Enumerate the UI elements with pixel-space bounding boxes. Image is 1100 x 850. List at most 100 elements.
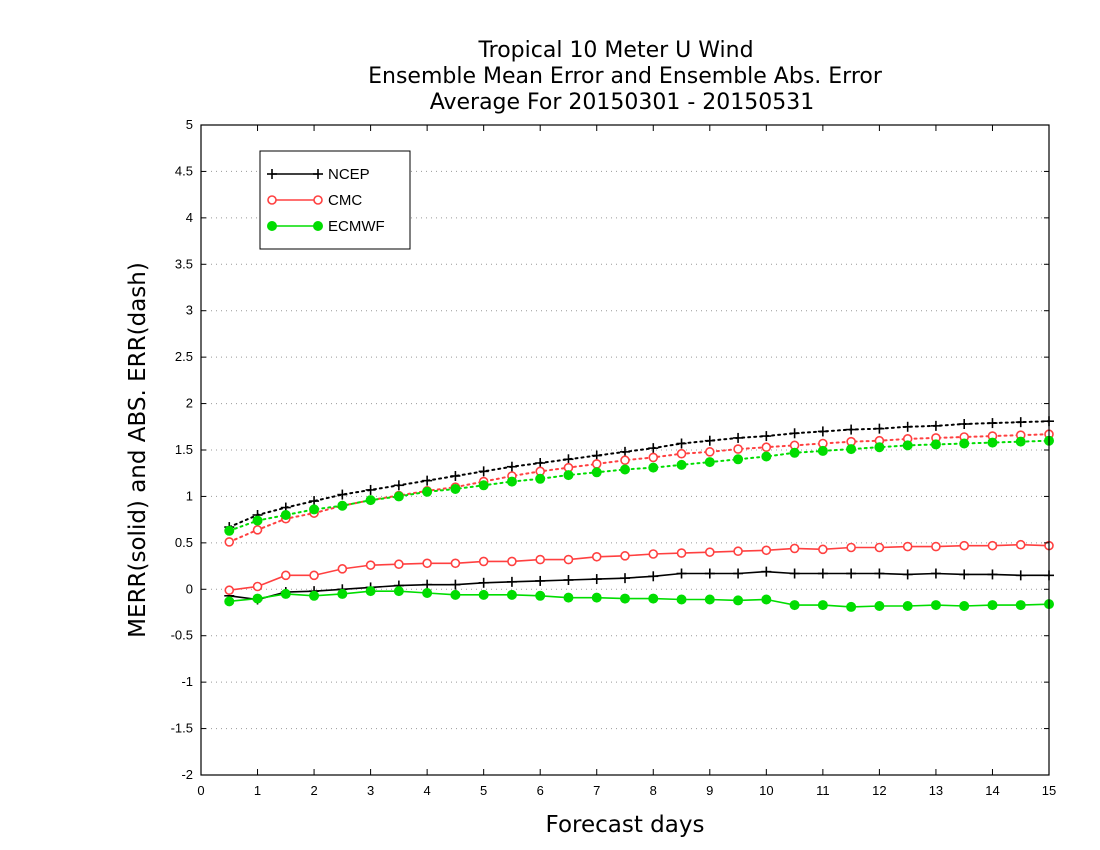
point-ecmwf-abs-err: [959, 438, 970, 449]
point-ncep-abs-err: [817, 426, 828, 437]
point-ecmwf-merr: [902, 601, 913, 611]
y-tick-label: 1.5: [175, 442, 193, 457]
point-cmc-merr: [365, 560, 376, 570]
point-cmc-abs-err: [761, 442, 772, 453]
point-ecmwf-merr: [450, 589, 461, 600]
point-ncep-abs-err: [337, 489, 348, 500]
y-tick-label: 0: [186, 581, 193, 596]
chart-title-line-2: Ensemble Mean Error and Ensemble Abs. Er…: [368, 64, 883, 89]
point-cmc-merr: [620, 551, 630, 561]
legend-marker-ecmwf: [267, 221, 277, 231]
point-ecmwf-merr: [733, 595, 744, 606]
point-ncep-merr: [1015, 570, 1026, 581]
point-ecmwf-merr: [959, 601, 970, 611]
point-ecmwf-abs-err: [337, 500, 348, 511]
point-ecmwf-merr: [422, 588, 433, 598]
point-ncep-merr: [563, 575, 574, 585]
legend-label-cmc: CMC: [328, 192, 362, 209]
point-ncep-abs-err: [535, 458, 546, 468]
y-tick-label: 3: [186, 303, 193, 318]
point-ncep-abs-err: [704, 435, 715, 446]
chart-title-line-3: Average For 20150301 - 20150531: [430, 90, 815, 115]
x-tick-label: 5: [480, 783, 487, 798]
point-cmc-merr: [591, 551, 602, 562]
y-tick-label: 0.5: [175, 535, 193, 550]
point-ecmwf-merr: [704, 594, 715, 605]
point-cmc-merr: [507, 556, 517, 567]
x-tick-label: 9: [706, 783, 713, 798]
point-ncep-abs-err: [846, 424, 857, 435]
x-tick-label: 0: [197, 783, 204, 798]
legend: NCEP CMC ECMWF: [259, 150, 411, 250]
point-cmc-merr: [478, 556, 489, 567]
point-ncep-merr: [987, 569, 998, 580]
axis-ticks: -2-1.5-1-0.500.511.522.533.544.550 1 2 3 4 5 6…: [171, 117, 1057, 798]
series-layer: [224, 416, 1054, 612]
y-tick-label: 4.5: [175, 163, 193, 178]
x-tick-label: 14: [985, 783, 999, 798]
point-ecmwf-abs-err: [422, 486, 433, 497]
point-cmc-abs-err: [224, 537, 235, 547]
legend-item-cmc: CMC: [267, 192, 362, 209]
line-cmc-merr: [229, 543, 1050, 592]
point-cmc-merr: [1015, 539, 1026, 550]
y-tick-label: 1: [186, 488, 193, 503]
point-ncep-abs-err: [959, 419, 970, 429]
point-ecmwf-abs-err: [704, 457, 715, 468]
point-cmc-merr: [309, 570, 319, 581]
y-tick-label: -1: [181, 674, 193, 689]
point-ncep-merr: [959, 569, 970, 580]
point-cmc-abs-err: [676, 448, 687, 459]
point-cmc-merr: [224, 585, 235, 596]
point-ecmwf-merr: [365, 586, 376, 597]
point-ncep-abs-err: [733, 432, 744, 443]
point-cmc-merr: [337, 564, 348, 574]
point-cmc-merr: [902, 541, 913, 552]
legend-marker-ncep: [313, 169, 323, 179]
point-ncep-abs-err: [563, 454, 574, 465]
point-ecmwf-abs-err: [930, 439, 941, 450]
point-ecmwf-abs-err: [761, 451, 772, 462]
point-ecmwf-merr: [393, 586, 404, 597]
point-cmc-merr: [959, 540, 970, 551]
legend-marker-cmc: [267, 195, 277, 205]
point-ecmwf-merr: [676, 594, 687, 605]
x-tick-label: 8: [650, 783, 657, 798]
point-ecmwf-abs-err: [224, 525, 235, 536]
point-cmc-merr: [535, 554, 546, 565]
point-ecmwf-abs-err: [506, 476, 517, 487]
point-ncep-abs-err: [450, 471, 461, 481]
point-ecmwf-merr: [506, 589, 517, 600]
point-ecmwf-merr: [224, 596, 235, 607]
point-ncep-merr: [620, 573, 630, 584]
y-tick-label: 3.5: [175, 256, 193, 271]
x-tick-label: 1: [254, 783, 261, 798]
point-ecmwf-abs-err: [676, 459, 687, 470]
x-axis-title: Forecast days: [546, 812, 705, 838]
x-tick-label: 12: [872, 783, 886, 798]
point-ecmwf-abs-err: [393, 491, 404, 502]
x-tick-label: 2: [310, 783, 317, 798]
point-ecmwf-abs-err: [817, 445, 828, 456]
y-tick-label: 2.5: [175, 349, 193, 364]
point-ecmwf-abs-err: [365, 495, 376, 506]
point-ncep-abs-err: [620, 446, 630, 457]
legend-item-ecmwf: ECMWF: [267, 218, 385, 235]
point-ecmwf-abs-err: [987, 437, 998, 448]
point-cmc-merr: [648, 549, 659, 559]
point-cmc-abs-err: [591, 459, 602, 469]
point-ecmwf-merr: [761, 594, 772, 605]
point-ecmwf-merr: [280, 588, 291, 599]
point-cmc-abs-err: [648, 452, 659, 463]
y-tick-label: -0.5: [171, 628, 193, 643]
series-ecmwf: [224, 435, 1054, 612]
point-cmc-abs-err: [252, 525, 263, 535]
point-cmc-merr: [761, 545, 772, 556]
point-cmc-merr: [704, 547, 715, 557]
point-ncep-merr: [789, 568, 800, 579]
series-cmc: [224, 429, 1054, 596]
point-ecmwf-merr: [648, 593, 659, 604]
point-ecmwf-merr: [789, 600, 800, 611]
x-tick-label: 7: [593, 783, 600, 798]
point-ncep-abs-err: [422, 475, 433, 486]
